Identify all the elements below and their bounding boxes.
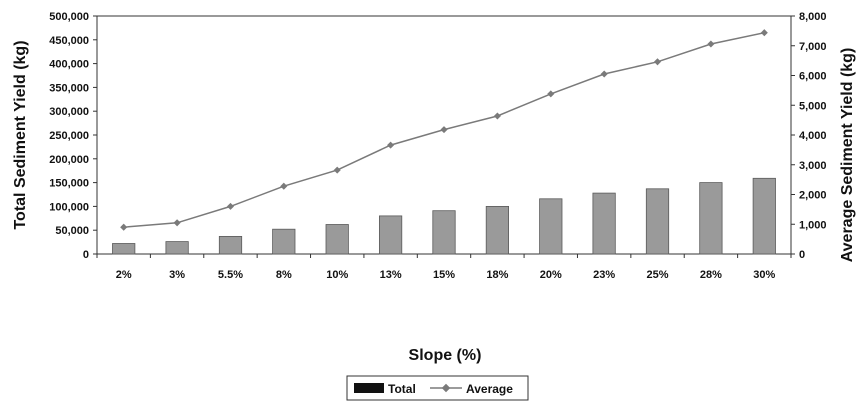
bar-total-15pct bbox=[432, 210, 456, 255]
bar-total-13pct bbox=[378, 215, 403, 255]
left-tick-label: 400,000 bbox=[49, 59, 89, 71]
right-axis-title: Average Sediment Yield (kg) bbox=[839, 48, 856, 263]
average-point-28pct bbox=[707, 40, 715, 48]
bar-total-8pct bbox=[272, 228, 296, 255]
left-tick-label: 200,000 bbox=[49, 154, 89, 166]
legend-average-label: Average bbox=[466, 382, 513, 396]
average-point-13pct bbox=[387, 141, 395, 149]
x-tick-label: 18% bbox=[486, 269, 508, 281]
legend-total-label: Total bbox=[388, 382, 416, 396]
average-point-18pct bbox=[493, 112, 501, 120]
right-tick-label: 3,000 bbox=[799, 160, 827, 172]
right-tick-label: 1,000 bbox=[799, 219, 827, 231]
x-tick-label: 30% bbox=[753, 269, 775, 281]
bar-total-18pct bbox=[485, 205, 510, 255]
x-tick-label: 20% bbox=[540, 269, 562, 281]
left-tick-label: 250,000 bbox=[49, 130, 89, 142]
bar-total-23pct bbox=[592, 192, 616, 255]
average-point-23pct bbox=[600, 70, 608, 78]
left-tick-label: 0 bbox=[83, 249, 89, 261]
x-tick-label: 3% bbox=[169, 269, 185, 281]
bar-total-5-5pct bbox=[218, 235, 243, 255]
right-tick-label: 8,000 bbox=[799, 11, 827, 23]
average-point-5-5pct bbox=[226, 202, 235, 210]
x-tick-label: 28% bbox=[700, 269, 722, 281]
right-tick-label: 7,000 bbox=[799, 41, 827, 53]
left-tick-label: 300,000 bbox=[49, 106, 89, 118]
legend: Total Average bbox=[346, 375, 529, 401]
right-tick-label: 6,000 bbox=[799, 71, 827, 83]
right-tick-label: 2,000 bbox=[799, 190, 827, 202]
right-tick-label: 5,000 bbox=[799, 100, 827, 112]
x-tick-label: 2% bbox=[116, 269, 132, 281]
right-tick-label: 4,000 bbox=[799, 130, 827, 142]
left-tick-label: 100,000 bbox=[49, 201, 89, 213]
right-tick-label: 0 bbox=[799, 249, 805, 261]
average-point-25pct bbox=[653, 58, 662, 66]
average-point-20pct bbox=[547, 90, 555, 98]
x-axis-ticks: 2% 3% 5.5% 8% 10% 13% 15% 18% 20% 23% 25% 28% 30% bbox=[96, 254, 792, 281]
average-line-group bbox=[120, 29, 768, 231]
average-point-8pct bbox=[280, 182, 288, 190]
bar-total-30pct bbox=[752, 177, 776, 255]
x-axis-title: Slope (%) bbox=[409, 347, 482, 364]
left-tick-label: 150,000 bbox=[49, 178, 89, 190]
bar-total-10pct bbox=[325, 224, 349, 255]
average-point-2pct bbox=[120, 223, 128, 231]
left-axis-ticks: 0 50,000 100,000 150,000 200,000 250,000 300,0… bbox=[49, 11, 97, 261]
left-axis-title: Total Sediment Yield (kg) bbox=[12, 40, 29, 229]
average-point-3pct bbox=[173, 219, 181, 227]
right-axis-ticks: 0 1,000 2,000 3,000 4,000 5,000 6,000 7,000 8,00… bbox=[791, 11, 827, 261]
average-point-30pct bbox=[760, 29, 768, 37]
x-tick-label: 25% bbox=[647, 269, 669, 281]
bar-total-28pct bbox=[699, 182, 723, 255]
bar-total-3pct bbox=[165, 241, 189, 255]
bar-total-20pct bbox=[539, 198, 563, 255]
x-tick-label: 8% bbox=[276, 269, 292, 281]
legend-total-swatch bbox=[354, 383, 384, 393]
left-tick-label: 350,000 bbox=[49, 82, 89, 94]
bar-total-2pct bbox=[112, 243, 136, 255]
left-tick-label: 450,000 bbox=[49, 35, 89, 47]
left-tick-label: 50,000 bbox=[55, 225, 89, 237]
average-point-15pct bbox=[440, 126, 448, 134]
left-tick-label: 500,000 bbox=[49, 11, 89, 23]
bars-group bbox=[112, 177, 776, 255]
x-tick-label: 23% bbox=[593, 269, 615, 281]
x-tick-label: 10% bbox=[326, 269, 348, 281]
bar-total-25pct bbox=[645, 188, 670, 255]
x-tick-label: 13% bbox=[380, 269, 402, 281]
x-tick-label: 15% bbox=[433, 269, 455, 281]
x-tick-label: 5.5% bbox=[218, 269, 243, 281]
average-point-10pct bbox=[333, 166, 341, 174]
legend-average-swatch-marker bbox=[441, 383, 451, 393]
